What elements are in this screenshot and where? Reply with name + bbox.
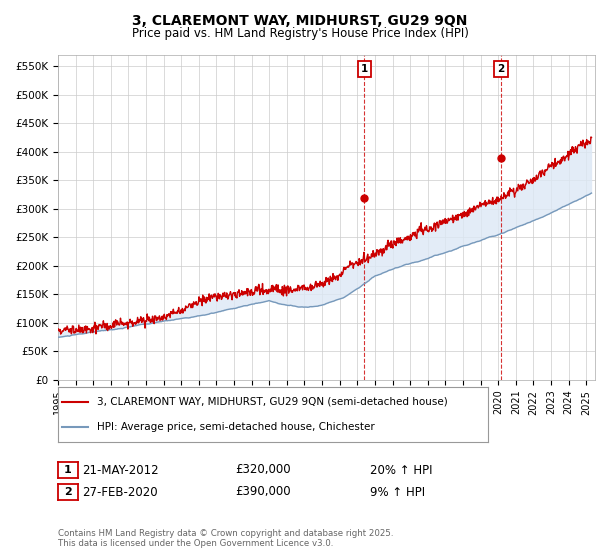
Text: 27-FEB-2020: 27-FEB-2020 [82,486,158,498]
Text: 9% ↑ HPI: 9% ↑ HPI [370,486,425,498]
Text: 21-MAY-2012: 21-MAY-2012 [82,464,158,477]
Text: 3, CLAREMONT WAY, MIDHURST, GU29 9QN: 3, CLAREMONT WAY, MIDHURST, GU29 9QN [133,14,467,28]
Text: 2: 2 [497,64,505,74]
Text: Price paid vs. HM Land Registry's House Price Index (HPI): Price paid vs. HM Land Registry's House … [131,27,469,40]
Text: 1: 1 [64,465,72,475]
Text: 1: 1 [361,64,368,74]
Text: 3, CLAREMONT WAY, MIDHURST, GU29 9QN (semi-detached house): 3, CLAREMONT WAY, MIDHURST, GU29 9QN (se… [97,397,448,407]
Text: £390,000: £390,000 [235,486,290,498]
Text: Contains HM Land Registry data © Crown copyright and database right 2025.
This d: Contains HM Land Registry data © Crown c… [58,529,394,548]
Text: 20% ↑ HPI: 20% ↑ HPI [370,464,433,477]
Text: HPI: Average price, semi-detached house, Chichester: HPI: Average price, semi-detached house,… [97,422,374,432]
Text: 2: 2 [64,487,72,497]
Text: £320,000: £320,000 [235,464,290,477]
